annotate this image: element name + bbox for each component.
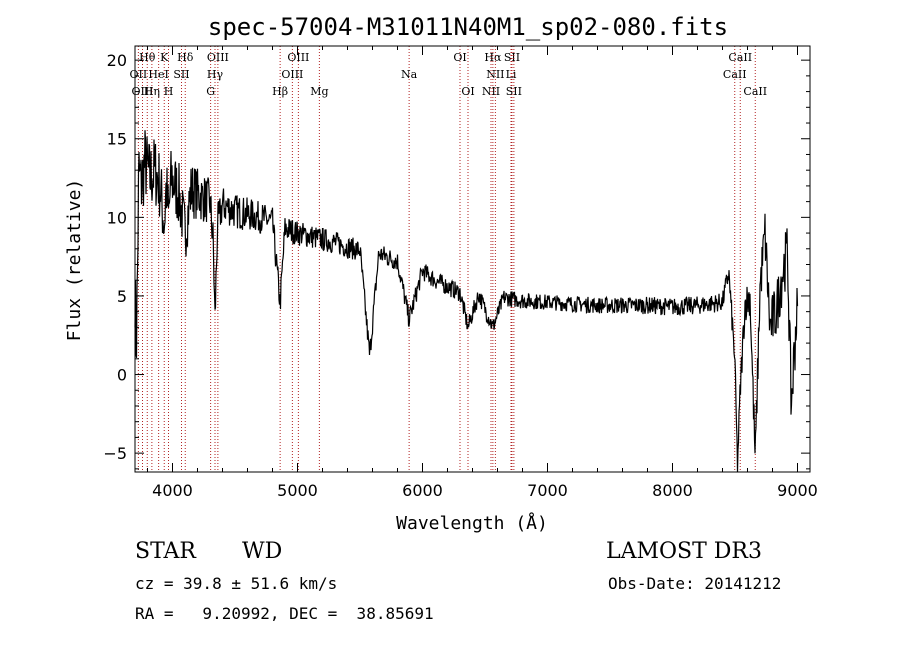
line-label: NII <box>482 85 500 98</box>
observation-date: Obs-Date: 20141212 <box>608 574 782 593</box>
line-label: Hδ <box>177 51 194 64</box>
line-label: K <box>160 51 169 64</box>
line-label: Hη <box>144 85 160 98</box>
line-label: HeI <box>148 68 168 81</box>
y-tick-label: 5 <box>117 287 127 306</box>
redshift-cz: cz = 39.8 ± 51.6 km/s <box>135 574 338 593</box>
y-tick-label: 0 <box>117 366 127 385</box>
line-label: Mg <box>310 85 328 98</box>
x-tick-label: 5000 <box>277 481 318 500</box>
line-label: Hβ <box>272 85 288 98</box>
chart-title: spec-57004-M31011N40M1_sp02-080.fits <box>208 13 728 41</box>
object-class: STAR <box>135 539 196 564</box>
line-label: Na <box>401 68 418 81</box>
line-label: SII <box>173 68 189 81</box>
ra-dec-coordinates: RA = 9.20992, DEC = 38.85691 <box>135 604 434 623</box>
y-tick-label: 10 <box>107 208 127 227</box>
line-label: G <box>206 85 215 98</box>
line-label: CaII <box>728 51 752 64</box>
line-label: Li <box>506 68 517 81</box>
line-label: OII <box>130 68 148 81</box>
y-tick-label: −5 <box>103 444 127 463</box>
line-label: SII <box>506 85 522 98</box>
line-label: OIII <box>131 85 153 98</box>
line-label: OI <box>453 51 466 64</box>
line-label: Hα <box>484 51 502 64</box>
line-label: SII <box>504 51 520 64</box>
x-tick-label: 9000 <box>777 481 818 500</box>
x-tick-label: 4000 <box>152 481 193 500</box>
spectrum-line <box>134 130 799 473</box>
line-label: Hθ <box>139 51 156 64</box>
survey-name: LAMOST DR3 <box>606 539 762 564</box>
x-tick-label: 8000 <box>652 481 693 500</box>
x-tick-label: 7000 <box>527 481 568 500</box>
line-label: OIII <box>281 68 303 81</box>
object-subclass: WD <box>242 539 283 564</box>
line-label: OIII <box>207 51 229 64</box>
y-tick-label: 20 <box>107 51 127 70</box>
x-tick-label: 6000 <box>402 481 443 500</box>
line-label: Hγ <box>207 68 224 81</box>
line-label: CaII <box>743 85 767 98</box>
line-label: OIII <box>287 51 309 64</box>
axes: 4000 5000 6000 7000 8000 9000 −5 0 5 10 15 20 <box>103 46 818 500</box>
x-axis-label: Wavelength (Å) <box>396 512 548 534</box>
line-label: NII <box>486 68 504 81</box>
line-label: H <box>164 85 174 98</box>
y-tick-label: 15 <box>107 130 127 149</box>
spectrum-series <box>134 130 799 473</box>
line-label: CaII <box>723 68 747 81</box>
plot-frame <box>134 45 811 473</box>
y-axis-label: Flux (relative) <box>64 179 85 342</box>
line-label: OI <box>461 85 474 98</box>
